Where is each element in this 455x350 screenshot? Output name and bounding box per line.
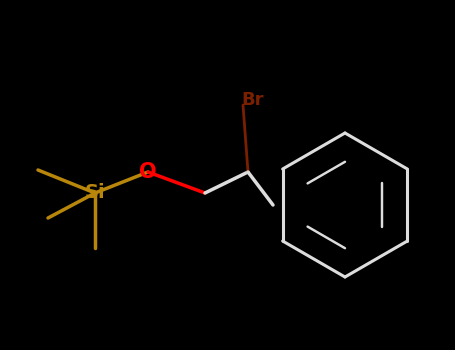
- Text: Br: Br: [242, 91, 264, 109]
- Text: Si: Si: [85, 183, 105, 203]
- Text: O: O: [139, 162, 157, 182]
